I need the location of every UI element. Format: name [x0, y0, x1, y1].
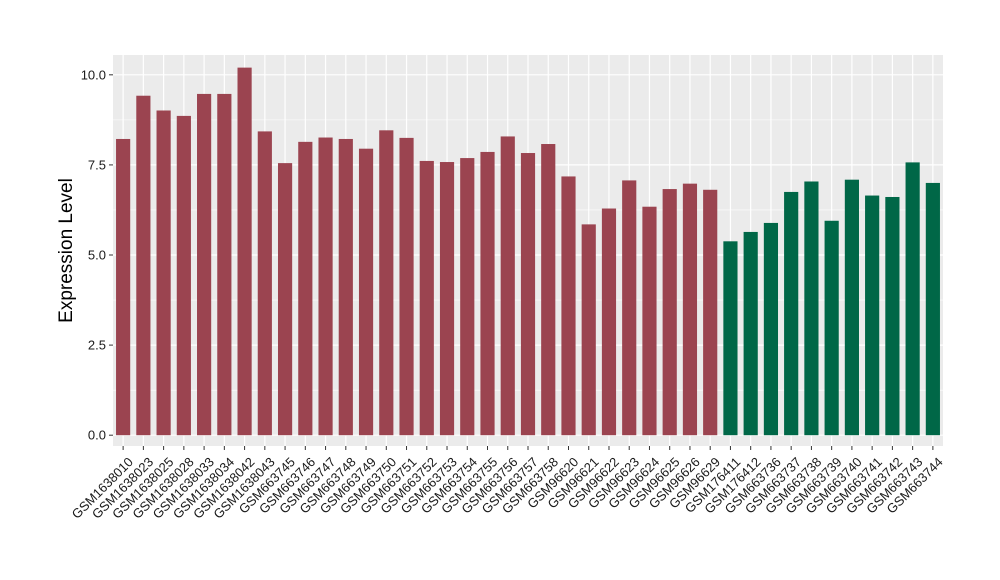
bar: [784, 191, 799, 436]
bar: [682, 183, 698, 436]
bar: [662, 189, 677, 436]
bar: [500, 136, 515, 436]
bar: [865, 195, 880, 436]
y-tick-label: 5.0: [88, 248, 106, 263]
bar: [358, 148, 374, 436]
bar: [885, 196, 900, 436]
bar: [116, 138, 131, 436]
y-tick-label: 2.5: [88, 338, 106, 353]
bar: [844, 179, 859, 436]
bar: [622, 180, 637, 436]
bar: [237, 67, 252, 436]
bar: [905, 162, 920, 436]
y-tick-label: 7.5: [88, 157, 106, 172]
bar: [804, 181, 819, 436]
bar: [703, 189, 718, 436]
bar: [824, 220, 839, 436]
bar: [925, 182, 940, 436]
bar: [561, 176, 576, 436]
bar: [480, 151, 495, 436]
bar: [601, 208, 617, 436]
bar: [318, 137, 333, 436]
bar: [419, 160, 434, 436]
bar: [217, 93, 232, 436]
bar: [723, 241, 738, 436]
bar: [176, 115, 191, 436]
bar: [197, 93, 212, 436]
bar: [136, 95, 151, 436]
bar: [460, 158, 475, 436]
bar: [277, 163, 293, 436]
bars: [116, 67, 940, 436]
bar: [379, 130, 394, 436]
bar: [338, 138, 353, 436]
bar: [743, 231, 758, 436]
bar: [520, 153, 536, 436]
y-tick-label: 0.0: [88, 428, 106, 443]
y-axis-title: Expression Level: [56, 178, 77, 323]
bar: [257, 131, 272, 436]
bar: [298, 141, 313, 436]
x-axis: GSM1638010GSM1638023GSM1638025GSM1638028…: [69, 446, 946, 522]
bar: [156, 110, 171, 436]
bar: [763, 222, 779, 436]
y-tick-label: 10.0: [81, 67, 106, 82]
bar: [399, 137, 414, 436]
bar: [541, 144, 556, 436]
y-axis: 0.0 2.5 5.0 7.5 10.0: [81, 67, 113, 443]
bar: [439, 162, 455, 436]
bar: [642, 206, 657, 436]
bar: [581, 224, 596, 436]
